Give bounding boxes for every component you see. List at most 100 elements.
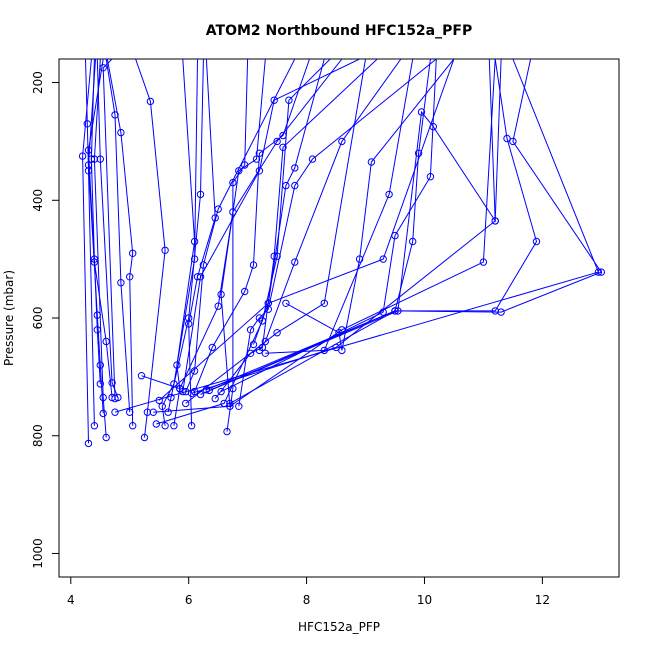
data-point [241,287,249,296]
data-point [214,302,222,310]
data-point [173,361,181,369]
series-line [87,59,113,398]
data-point [509,137,517,146]
data-point [170,422,178,430]
x-tick-label: 12 [535,593,550,607]
profile-series [217,59,266,410]
series-line [220,59,266,407]
data-point [273,137,281,146]
y-tick-label: 400 [31,189,45,212]
series-line [105,59,131,413]
data-point [235,167,243,175]
x-tick-label: 8 [303,593,311,607]
data-point [255,149,264,157]
series-line [114,59,600,413]
data-point [261,349,269,357]
data-point [99,393,107,402]
data-point [129,249,137,258]
data-point [594,268,603,276]
data-point [532,237,541,246]
profile-series [155,59,455,405]
data-point [355,255,364,263]
data-point [497,308,505,316]
series-line [229,59,603,404]
data-point [102,433,110,442]
data-point [164,408,172,416]
series-line [285,59,455,351]
data-point [255,167,264,175]
data-point [338,137,346,146]
series-line [194,59,310,392]
data-point [417,108,426,116]
data-point [308,155,317,163]
data-point [246,326,255,334]
x-tick-label: 6 [185,593,193,607]
data-point [426,173,435,181]
data-point [414,149,423,157]
data-point [273,329,281,337]
data-point [96,361,105,369]
data-point [78,152,87,160]
profile-series [90,59,110,442]
data-point [279,143,287,152]
data-point [137,372,146,380]
series-line [200,59,496,395]
profile-series [96,59,122,402]
profile-series [106,59,137,430]
data-point [409,237,417,246]
data-point [117,128,125,137]
y-tick-label: 200 [31,71,45,94]
profile-series [99,59,119,403]
data-point [258,317,267,325]
profile-series [84,59,116,402]
data-point [96,155,105,163]
series-line [106,59,134,426]
data-point [291,164,299,172]
data-point [217,290,225,299]
data-point [114,393,122,402]
data-point [149,408,158,416]
data-point [83,120,92,128]
series-line [173,59,196,426]
series-line [214,59,378,399]
data-point [108,379,116,387]
data-point [182,399,190,408]
x-tick-label: 4 [67,593,75,607]
data-point [99,64,107,72]
x-axis: 4 6 8 10 12 [67,577,550,607]
data-point [99,409,107,418]
series-line [102,59,116,399]
series-line [93,59,107,438]
y-axis-label: Pressure (mbar) [2,270,16,366]
data-point [235,402,243,410]
data-point [187,422,196,430]
profile-series [105,59,134,416]
data-point [126,273,134,281]
data-point [185,320,193,328]
data-point [223,427,231,436]
profile-series [255,59,402,355]
data-point [84,146,93,154]
profile-series [84,59,107,418]
data-point [285,96,293,104]
series-line [185,59,296,392]
data-point [273,252,281,260]
series-line [191,59,502,394]
data-point [84,439,93,448]
profile-series [282,59,455,355]
series-line [153,59,496,413]
series-line [141,59,343,390]
data-point [385,190,393,199]
data-point [208,343,217,352]
data-point [111,408,119,416]
data-point [255,346,264,355]
profile-series [226,59,605,408]
data-point [161,246,169,255]
profile-series [78,59,93,448]
data-point [249,340,258,349]
series-line [82,59,92,444]
profile-series [135,59,169,442]
series-line [238,59,437,407]
data-point [140,433,149,442]
